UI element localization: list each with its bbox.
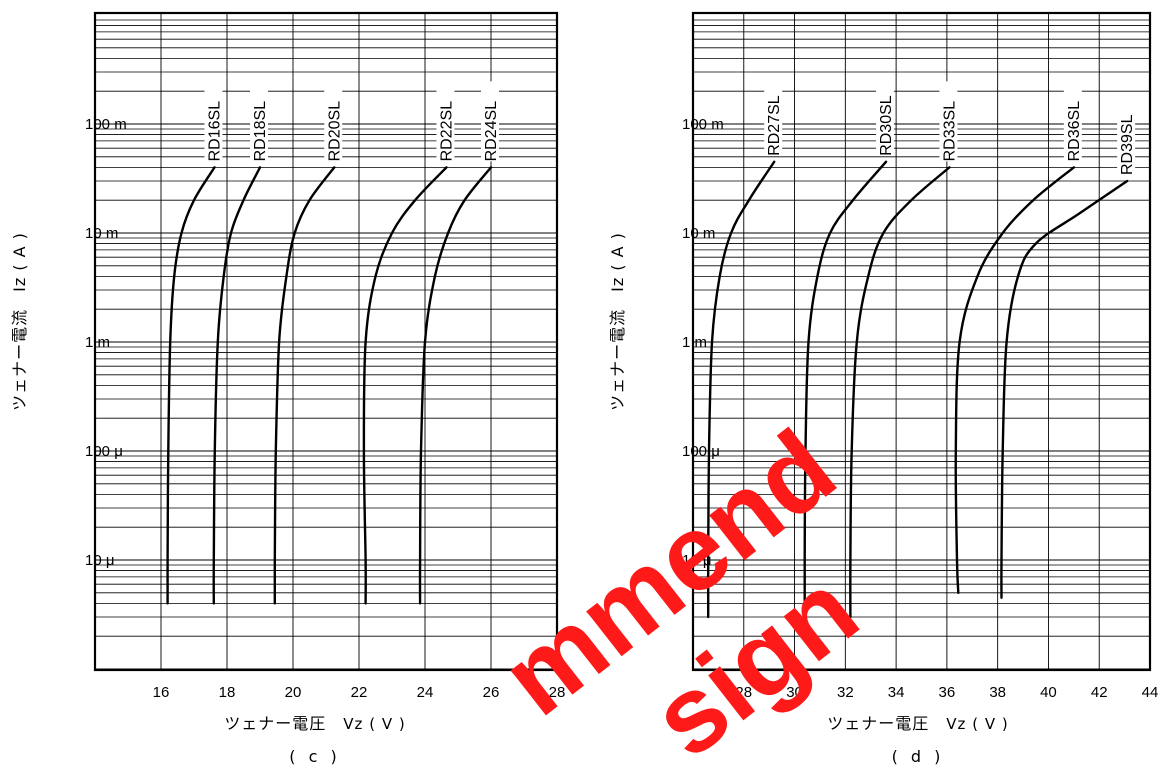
- x-tick-label: 44: [1142, 684, 1159, 701]
- y-tick-label: 100 m: [682, 116, 724, 133]
- series-label-bg: [324, 81, 343, 162]
- x-axis-title-symbol: Vz ( V ): [946, 715, 1008, 733]
- y-tick-label: 100 μ: [85, 443, 123, 460]
- series-label-bg: [250, 81, 268, 162]
- series-label-bg: [1117, 94, 1136, 175]
- series-label-rd16sl: RD16SL: [206, 101, 223, 162]
- x-axis-title-main: ツェナー電圧: [224, 714, 343, 733]
- plot-frame: [691, 11, 1152, 672]
- x-tick-label: 40: [1040, 684, 1057, 701]
- series-line-rd18sl: [212, 166, 262, 605]
- x-tick-label: 30: [786, 684, 803, 701]
- y-tick-label: 10 m: [682, 225, 715, 242]
- series-line-rd22sl: [362, 166, 448, 605]
- series-label-bg: [481, 81, 499, 162]
- x-tick-label: 20: [285, 684, 302, 701]
- y-tick-label: 1 m: [682, 334, 707, 351]
- x-tick-label: 34: [888, 684, 905, 701]
- series-label-bg: [939, 81, 958, 162]
- x-axis-title-symbol: Vz ( V ): [343, 715, 405, 733]
- series-label-bg: [764, 75, 783, 156]
- series-label-rd27sl: RD27SL: [766, 95, 783, 156]
- x-axis-title-main: ツェナー電圧: [827, 714, 946, 733]
- series-line-rd27sl: [706, 160, 776, 619]
- panel-caption: ( c ): [289, 747, 340, 766]
- y-tick-label: 100 μ: [682, 443, 720, 460]
- series-line-rd36sl: [954, 166, 1075, 594]
- x-tick-label: 32: [837, 684, 854, 701]
- series-line-rd16sl: [166, 166, 216, 605]
- series-label-rd24sl: RD24SL: [483, 101, 500, 162]
- series-line-rd33sl: [849, 166, 951, 619]
- x-tick-label: 36: [939, 684, 956, 701]
- plot-frame: [93, 11, 559, 672]
- series-label-rd18sl: RD18SL: [252, 101, 269, 162]
- chart-panel-c: 16 18 20 22 24 26 28 10 μ 100 μ 1 m 10 m 100 m ツェナー電…: [10, 11, 566, 766]
- series-label-bg: [875, 75, 894, 156]
- y-tick-label: 10 μ: [85, 552, 115, 569]
- series-label-rd30sl: RD30SL: [878, 95, 895, 156]
- series-label-bg: [1063, 81, 1082, 162]
- series-label-rd36sl: RD36SL: [1066, 101, 1083, 162]
- series-label-bg: [204, 81, 223, 162]
- series-line-rd30sl: [803, 160, 888, 619]
- series-line-rd39sl: [1000, 179, 1129, 599]
- x-tick-label: 24: [417, 684, 434, 701]
- x-tick-label: 26: [483, 684, 500, 701]
- y-tick-label: 1 m: [85, 334, 110, 351]
- y-tick-label: 100 m: [85, 116, 127, 133]
- series-line-rd20sl: [273, 166, 336, 605]
- y-axis-title: ツェナー電流 Iz ( A ): [608, 232, 627, 411]
- x-tick-label: 42: [1091, 684, 1108, 701]
- series-label-rd33sl: RD33SL: [941, 101, 958, 162]
- x-axis-title: ツェナー電圧 Vz ( V ): [224, 714, 405, 733]
- x-axis-title: ツェナー電圧 Vz ( V ): [827, 714, 1008, 733]
- series-label-bg: [436, 81, 455, 162]
- series-line-rd24sl: [418, 166, 493, 605]
- series-label-rd39sl: RD39SL: [1119, 114, 1136, 175]
- x-tick-label: 28: [735, 684, 752, 701]
- chart-panel-d: 28 30 32 34 36 38 40 42 44 10 μ 100 μ 1 m 10 m 100 m ツ…: [608, 11, 1159, 766]
- panel-caption: ( d ): [892, 747, 945, 766]
- y-axis-title: ツェナー電流 Iz ( A ): [10, 232, 29, 411]
- series-label-rd22sl: RD22SL: [438, 101, 455, 162]
- x-tick-label: 18: [219, 684, 236, 701]
- y-tick-label: 10 m: [85, 225, 118, 242]
- x-tick-label: 38: [989, 684, 1006, 701]
- x-tick-label: 22: [351, 684, 368, 701]
- x-tick-label: 28: [549, 684, 566, 701]
- y-tick-label: 10 μ: [682, 552, 712, 569]
- series-label-rd20sl: RD20SL: [326, 101, 343, 162]
- x-tick-label: 16: [153, 684, 170, 701]
